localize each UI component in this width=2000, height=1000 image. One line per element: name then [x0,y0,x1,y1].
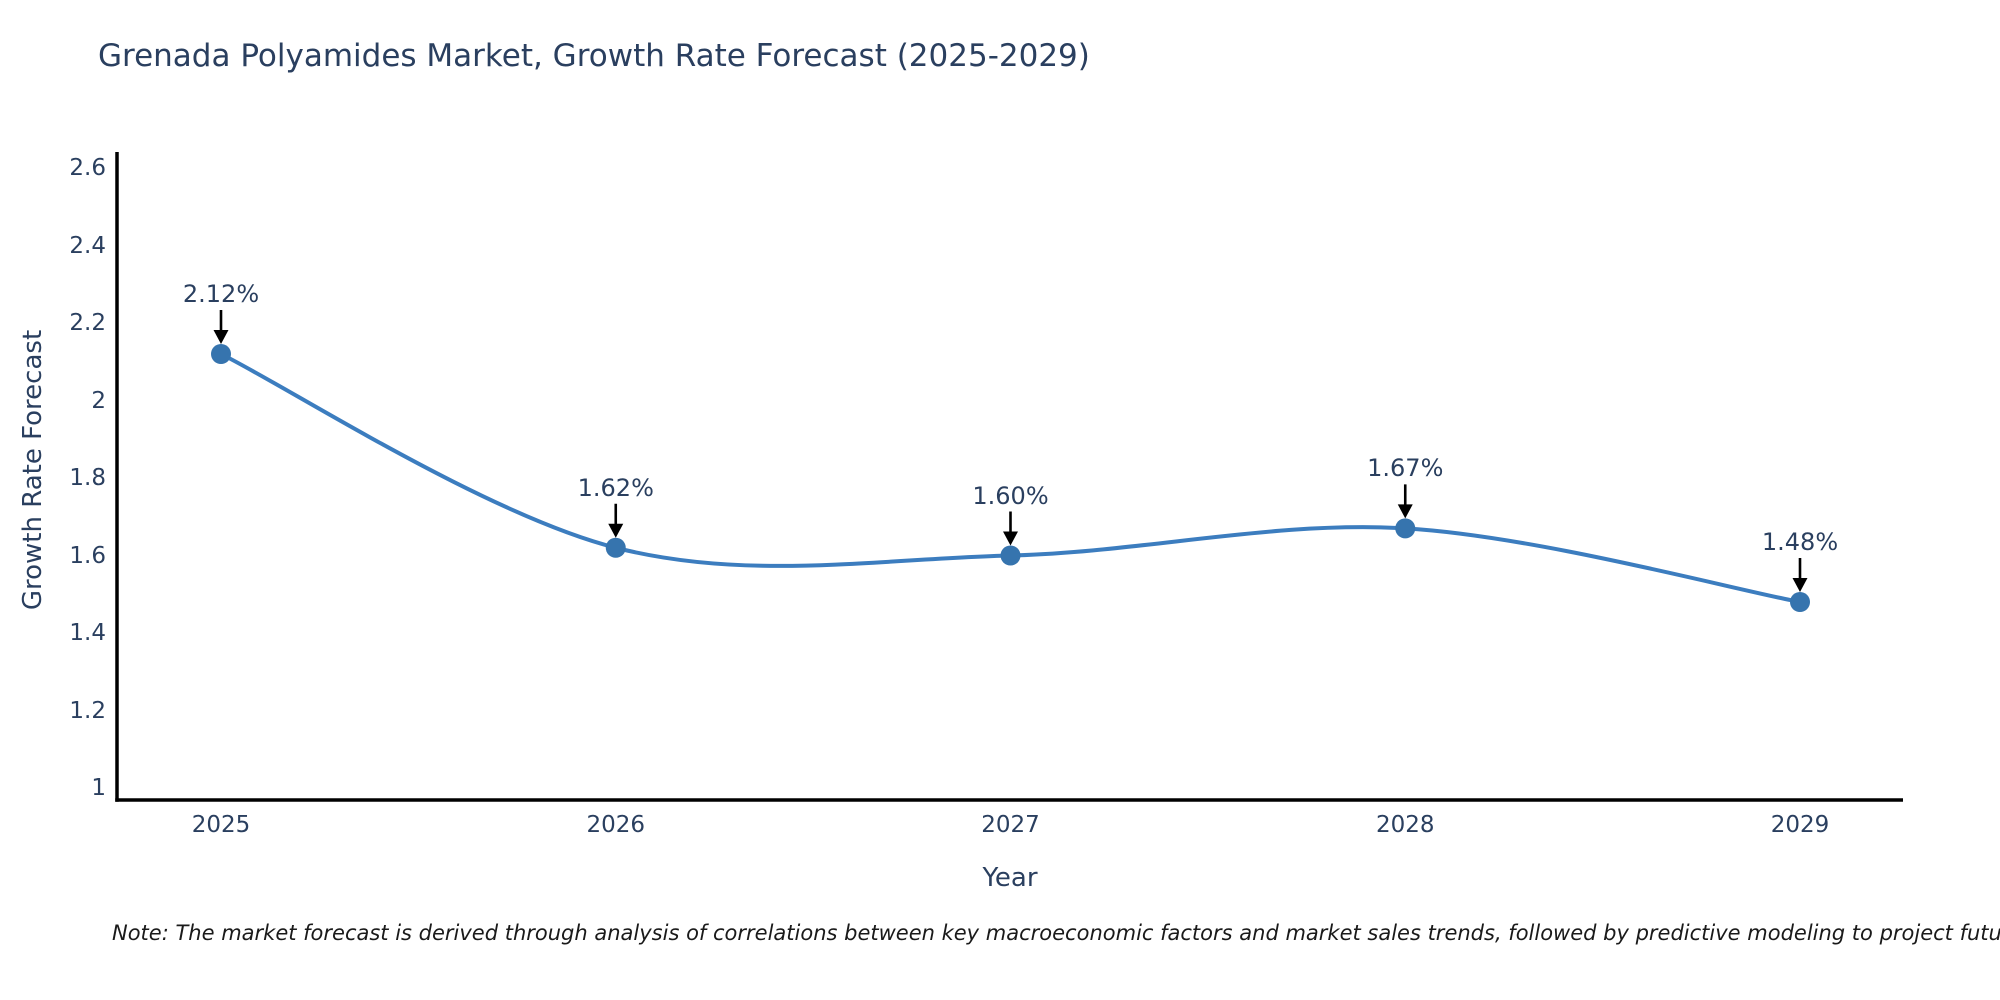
y-tick-label: 2 [91,387,106,414]
data-point-label: 1.60% [972,481,1049,510]
annotation-arrowhead [213,330,229,344]
data-point-marker [1790,592,1810,612]
y-tick-label: 1 [91,775,106,801]
x-axis-title: Year [982,863,1038,893]
footnote: Note: The market forecast is derived thr… [112,921,2000,945]
data-point-marker [211,344,231,364]
y-tick-label: 1.8 [69,465,106,491]
data-point-marker [605,537,626,558]
y-tick-label: 1.4 [69,620,106,646]
y-tick-label: 1.6 [69,542,106,569]
data-point-marker [1395,518,1416,539]
annotation-arrowhead [1003,531,1018,546]
data-point-marker [1000,545,1021,566]
data-point-label: 2.12% [182,280,260,308]
y-tick-label: 2.4 [69,232,106,259]
x-tick-label: 2026 [586,812,646,838]
x-tick-label: 2028 [1375,812,1435,838]
x-tick-label: 2027 [981,812,1040,838]
y-tick-label: 2.6 [69,155,106,181]
y-tick-label: 2.2 [69,310,106,336]
data-point-label: 1.48% [1761,528,1839,556]
chart-title: Grenada Polyamides Market, Growth Rate F… [98,38,1090,74]
annotation-arrowhead [1397,504,1413,519]
x-tick-label: 2025 [191,812,251,838]
x-tick-label: 2029 [1770,812,1830,838]
data-point-label: 1.62% [577,473,654,502]
annotation-arrowhead [608,523,624,538]
annotation-arrowhead [1792,578,1808,592]
data-point-label: 1.67% [1367,454,1444,483]
y-tick-label: 1.2 [69,697,106,724]
